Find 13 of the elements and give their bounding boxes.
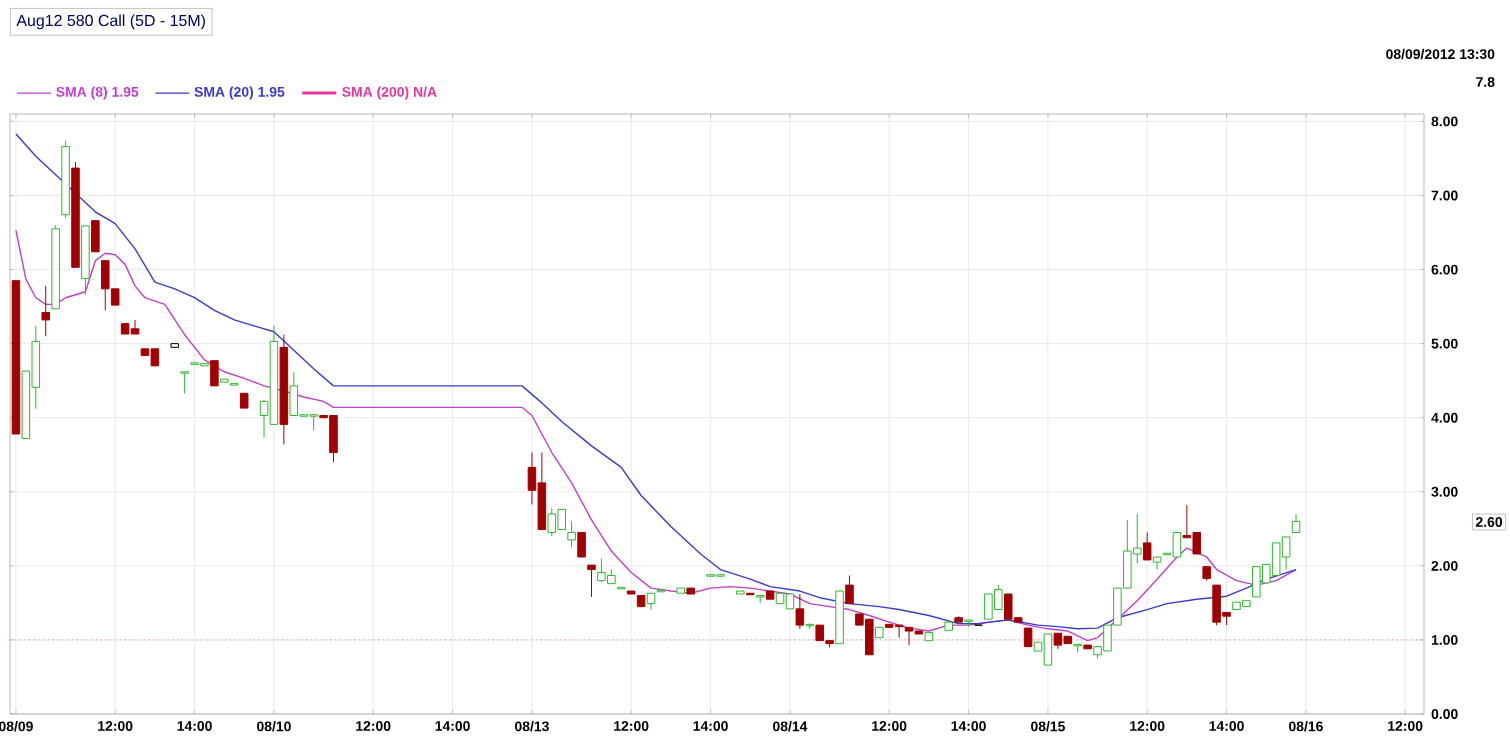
candlestick	[91, 220, 100, 253]
candlestick	[41, 285, 50, 337]
candlestick	[1142, 532, 1152, 561]
candlestick	[587, 564, 596, 598]
candlestick	[1023, 627, 1033, 648]
candlestick	[845, 574, 854, 605]
candlestick	[210, 360, 219, 387]
candlestick	[577, 532, 586, 558]
candlestick	[180, 371, 189, 394]
candlestick	[795, 593, 805, 630]
candlestick	[1152, 556, 1162, 571]
candlestick	[567, 520, 576, 548]
candlestick	[1291, 513, 1301, 534]
